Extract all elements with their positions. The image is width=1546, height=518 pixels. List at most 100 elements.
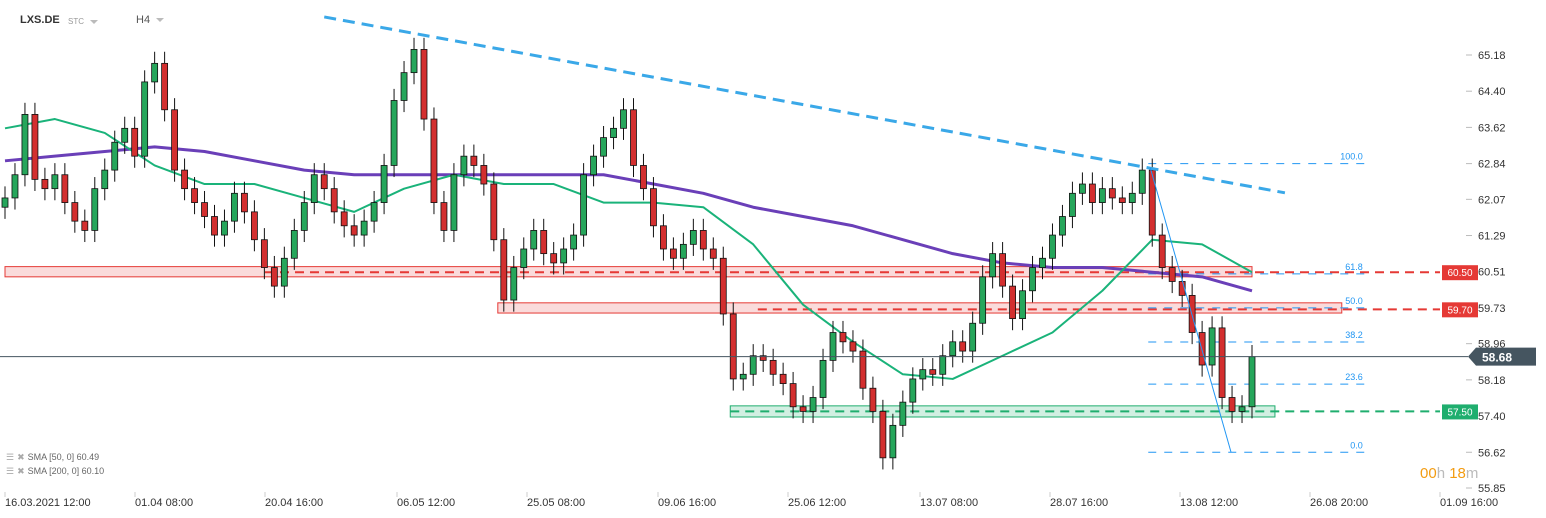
candle-body [231, 192, 238, 222]
candle-body [280, 257, 288, 287]
countdown-minutes: 18 [1449, 465, 1466, 482]
candle-body [839, 332, 847, 343]
y-tick-label: 59.73 [1478, 303, 1506, 315]
source-label: STC [68, 17, 84, 26]
symbol-label: LXS.DE [20, 14, 60, 26]
candle-body [500, 239, 508, 301]
candle-body [849, 341, 857, 352]
x-tick-label: 01.09 16:00 [1440, 497, 1498, 509]
y-tick-label: 64.40 [1478, 86, 1506, 98]
level-tag [1442, 302, 1478, 318]
candle-body [640, 165, 647, 190]
candle-body [151, 62, 159, 83]
candle-body [71, 202, 79, 222]
candle-body [520, 248, 528, 268]
candle-body [330, 188, 338, 213]
fib-level-label: 50.0 [1345, 296, 1363, 306]
candle-body [241, 192, 248, 213]
candle-body [350, 225, 358, 236]
sma50-line [4, 118, 1253, 380]
x-tick-label: 01.04 08:00 [135, 497, 193, 509]
close-icon[interactable]: ✖ [17, 466, 25, 476]
candle-body [41, 178, 49, 190]
level-tag [1442, 404, 1478, 420]
candle-body [889, 424, 897, 459]
candle-body [679, 243, 687, 259]
candle-body [380, 165, 388, 203]
candle-body [979, 276, 987, 324]
x-tick-label: 16.03.2021 12:00 [5, 497, 91, 509]
candle-body [31, 114, 39, 180]
candle-body [1069, 192, 1076, 217]
menu-icon[interactable]: ☰ [6, 452, 15, 462]
candle-body [260, 239, 268, 268]
candle-body [480, 165, 488, 185]
candle-body [1049, 234, 1056, 259]
candle-body [460, 155, 468, 176]
candle-body [211, 216, 218, 236]
candle-body [1248, 356, 1256, 408]
candle-body [779, 373, 787, 384]
candle-body [1009, 285, 1016, 320]
candle-body [1029, 267, 1036, 292]
x-tick-label: 26.08 20:00 [1310, 497, 1368, 509]
level-tag [1442, 265, 1478, 281]
fib-level-label: 23.6 [1345, 372, 1363, 382]
y-tick-label: 56.62 [1478, 447, 1506, 459]
y-tick-label: 58.18 [1478, 375, 1506, 387]
candle-body [1088, 183, 1096, 203]
candle-body [121, 127, 129, 143]
y-tick-label: 63.62 [1478, 122, 1506, 134]
trendline [323, 15, 1286, 195]
fib-level-label: 61.8 [1345, 262, 1363, 272]
candle-body [320, 174, 328, 190]
source-selector[interactable]: STC [68, 17, 98, 26]
candle-body [610, 127, 617, 139]
candle-body [400, 72, 408, 101]
candle-body [181, 169, 188, 190]
candle-body [1148, 169, 1156, 236]
last-price-label: 58.68 [1482, 351, 1512, 365]
legend-sma50: ☰ ✖ SMA [50, 0] 60.49 [6, 452, 99, 463]
candle-body [430, 118, 438, 203]
candle-body [161, 62, 169, 111]
candle-body [919, 369, 927, 380]
candle-body [310, 174, 318, 203]
candle-body [540, 230, 548, 255]
x-tick-label: 28.07 16:00 [1050, 497, 1108, 509]
candle-body [51, 174, 59, 190]
legend-label: SMA [50, 0] 60.49 [27, 452, 100, 462]
candle-body [600, 137, 607, 157]
candle-body [660, 225, 667, 250]
candle-body [560, 248, 568, 264]
fib-swing-line [1149, 167, 1232, 453]
candle-body [550, 253, 558, 264]
countdown-m: m [1465, 465, 1479, 482]
candle-body [81, 220, 89, 231]
candle-body [620, 109, 627, 129]
candle-body [749, 355, 757, 375]
candle-body [879, 411, 887, 459]
y-tick-label: 65.18 [1478, 50, 1506, 62]
timeframe-selector[interactable]: H4 [136, 14, 165, 26]
candle-body [111, 141, 119, 171]
candle-body [1079, 183, 1086, 194]
candle-body [729, 313, 737, 380]
candle-body [1158, 234, 1166, 268]
x-tick-label: 13.07 08:00 [920, 497, 978, 509]
candle-body [999, 253, 1006, 287]
candle-body [929, 369, 937, 375]
candle-body [270, 267, 278, 287]
candle-body [141, 81, 149, 157]
last-price-tag [1468, 347, 1536, 366]
fib-level-label: 0.0 [1350, 440, 1363, 450]
chevron-down-icon [90, 19, 98, 24]
level-tag-label: 60.50 [1447, 268, 1472, 279]
close-icon[interactable]: ✖ [17, 452, 25, 462]
candle-body [11, 174, 19, 199]
candle-body [769, 359, 777, 375]
fib-level-label: 38.2 [1345, 330, 1363, 340]
y-tick-label: 61.29 [1478, 231, 1506, 243]
menu-icon[interactable]: ☰ [6, 466, 15, 476]
